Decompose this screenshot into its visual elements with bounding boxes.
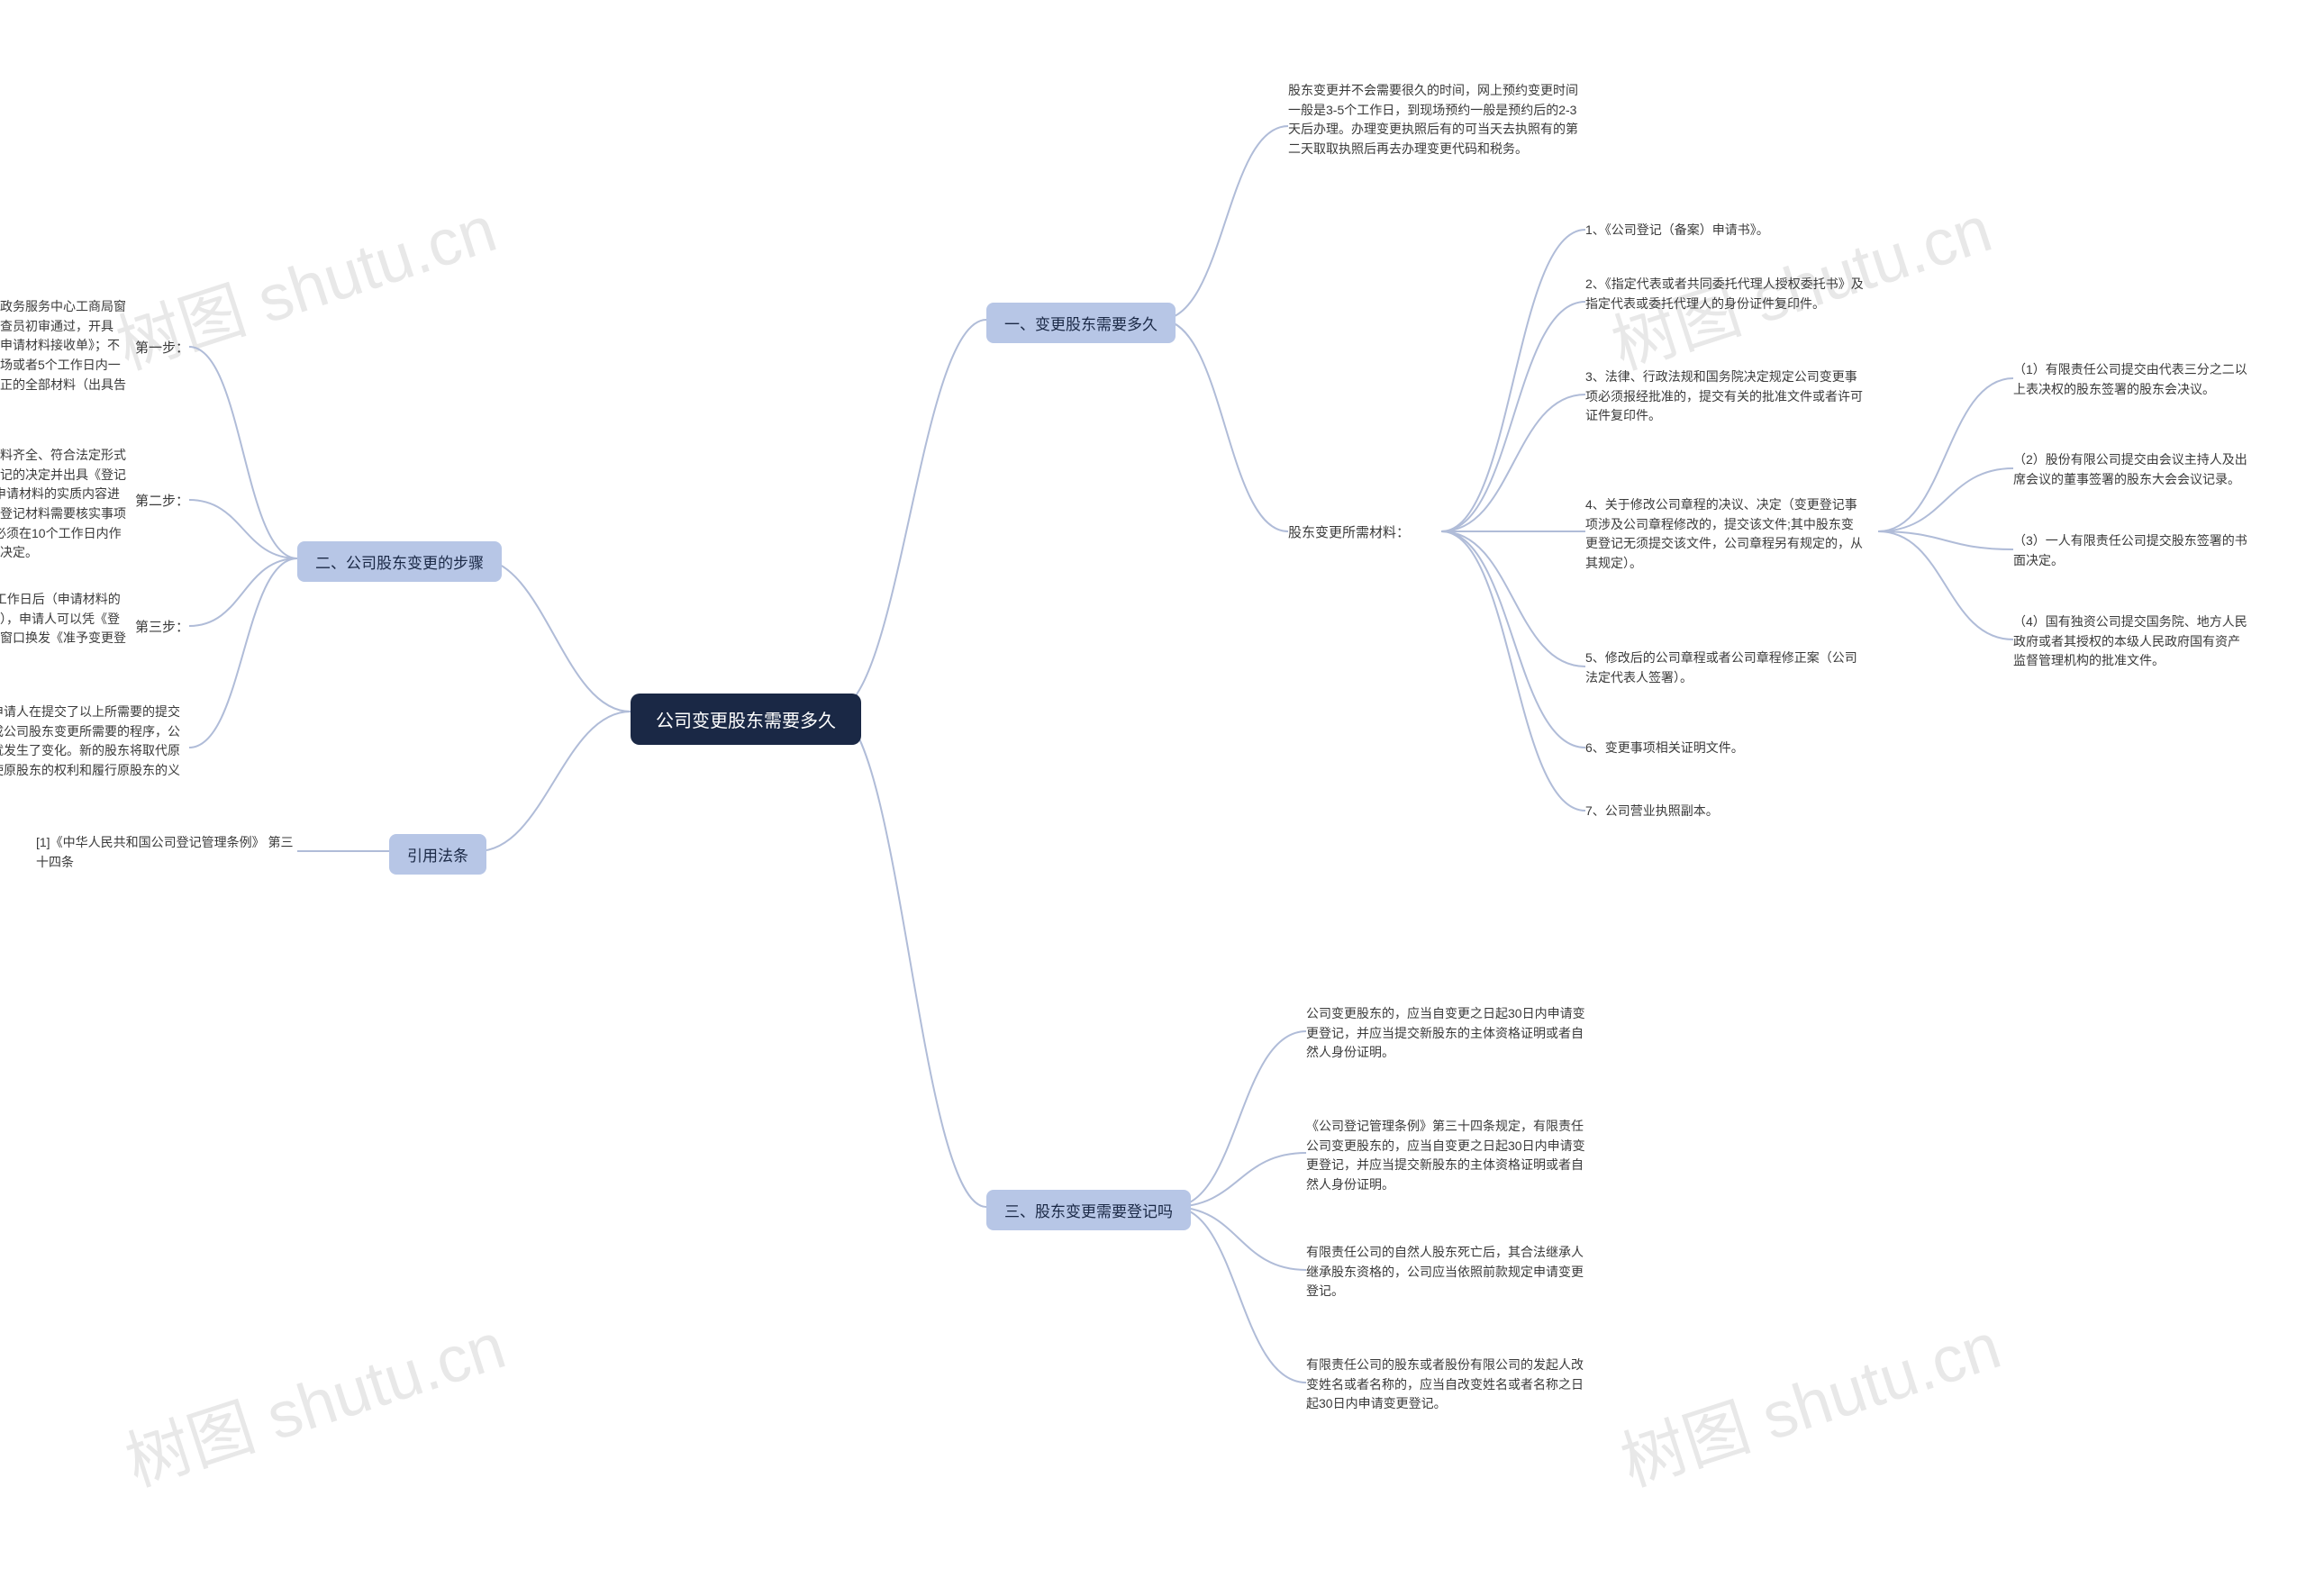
b3-c2: 《公司登记管理条例》第三十四条规定，有限责任公司变更股东的，应当自变更之日起30… <box>1306 1117 1585 1195</box>
b2-s4: 股东变更的申请人在提交了以上所需要的提交的资料和完成公司股东变更所需要的程序，公… <box>0 703 189 800</box>
b2-s2-label: 第二步： <box>135 491 189 512</box>
b1-c1: 股东变更并不会需要很久的时间，网上预约变更时间一般是3-5个工作日，到现场预约一… <box>1288 81 1585 159</box>
b2-s1-label: 第一步： <box>135 338 189 358</box>
b2-s3-label: 第三步： <box>135 617 189 638</box>
b2-s1: 申请人持相关材料向市政务服务中心工商局窗口提出申请，经受理审查员初审通过，开具《… <box>0 297 126 414</box>
branch-2: 二、公司股东变更的步骤 <box>297 541 502 582</box>
b1-c2-i3: 3、法律、行政法规和国务院决定规定公司变更事项必须报经批准的，提交有关的批准文件… <box>1585 367 1865 426</box>
watermark: 树图 shutu.cn <box>112 1292 514 1504</box>
b1-c2-i7: 7、公司营业执照副本。 <box>1585 802 1719 821</box>
b1-c2-i5: 5、修改后的公司章程或者公司章程修正案（公司法定代表人签署）。 <box>1585 648 1865 687</box>
watermark: 树图 shutu.cn <box>1607 1292 2010 1504</box>
root-node: 公司变更股东需要多久 <box>631 694 861 745</box>
b1-c2-i1: 1、《公司登记（备案）申请书》。 <box>1585 221 1769 240</box>
b3-c3: 有限责任公司的自然人股东死亡后，其合法继承人继承股东资格的，公司应当依照前款规定… <box>1306 1243 1585 1301</box>
b1-c2-i4-s3: （3）一人有限责任公司提交股东签署的书面决定。 <box>2013 531 2247 570</box>
connector-lines <box>0 0 2306 1596</box>
branch-1: 一、变更股东需要多久 <box>986 303 1176 343</box>
b1-c2-i2: 2、《指定代表或者共同委托代理人授权委托书》及指定代表或委托代理人的身份证件复印… <box>1585 275 1865 313</box>
b1-c2-i4-s2: （2）股份有限公司提交由会议主持人及出席会议的董事签署的股东大会会议记录。 <box>2013 450 2247 489</box>
b1-c2-label: 股东变更所需材料： <box>1288 522 1410 543</box>
b3-c1: 公司变更股东的，应当自变更之日起30日内申请变更登记，并应当提交新股东的主体资格… <box>1306 1004 1585 1063</box>
branch-3: 三、股东变更需要登记吗 <box>986 1190 1191 1230</box>
b1-c2-i4-s4: （4）国有独资公司提交国务院、地方人民政府或者其授权的本级人民政府国有资产监督管… <box>2013 612 2247 671</box>
b3-c4: 有限责任公司的股东或者股份有限公司的发起人改变姓名或者名称的，应当自改变姓名或者… <box>1306 1356 1585 1414</box>
b4-c1: [1]《中华人民共和国公司登记管理条例》 第三十四条 <box>36 833 297 872</box>
b1-c2-i4: 4、关于修改公司章程的决议、决定（变更登记事项涉及公司章程修改的，提交该文件;其… <box>1585 495 1865 574</box>
b1-c2-i4-s1: （1）有限责任公司提交由代表三分之二以上表决权的股东签署的股东会决议。 <box>2013 360 2247 399</box>
b1-c2-i6: 6、变更事项相关证明文件。 <box>1585 739 1744 758</box>
b2-s2: 工商局对申请人申请材料齐全、符合法定形式的，当场出是否准予登记的决定并出具《登记… <box>0 446 126 563</box>
branch-4: 引用法条 <box>389 834 486 875</box>
b2-s3: 工商行政管理局在5个工作日后（申请材料的实质内容需核实的除外），申请人可以凭《登… <box>0 590 126 668</box>
